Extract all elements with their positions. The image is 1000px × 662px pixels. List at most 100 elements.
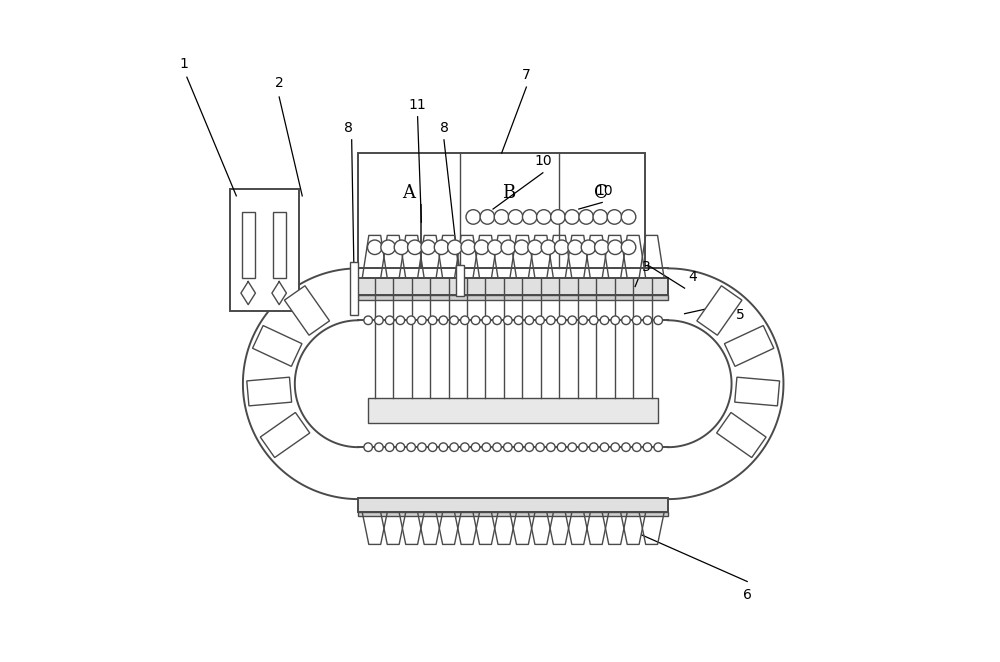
Circle shape bbox=[514, 316, 523, 324]
Text: 8: 8 bbox=[344, 121, 353, 135]
Bar bbox=[230, 189, 299, 311]
Circle shape bbox=[654, 316, 662, 324]
Circle shape bbox=[480, 210, 495, 224]
Circle shape bbox=[589, 443, 598, 451]
Circle shape bbox=[488, 240, 502, 254]
Circle shape bbox=[418, 316, 426, 324]
Text: 1: 1 bbox=[179, 57, 188, 71]
Circle shape bbox=[461, 240, 476, 254]
Circle shape bbox=[418, 443, 426, 451]
Circle shape bbox=[367, 240, 382, 254]
Circle shape bbox=[501, 240, 516, 254]
Circle shape bbox=[536, 443, 544, 451]
Circle shape bbox=[621, 240, 636, 254]
Circle shape bbox=[504, 316, 512, 324]
Text: A: A bbox=[402, 185, 415, 203]
Circle shape bbox=[581, 240, 596, 254]
Circle shape bbox=[608, 240, 622, 254]
Bar bbox=[724, 326, 774, 366]
Circle shape bbox=[364, 316, 372, 324]
Bar bbox=[358, 295, 668, 300]
Circle shape bbox=[450, 443, 458, 451]
Circle shape bbox=[493, 316, 501, 324]
Circle shape bbox=[428, 443, 437, 451]
Circle shape bbox=[557, 443, 566, 451]
Circle shape bbox=[482, 316, 491, 324]
Circle shape bbox=[622, 316, 630, 324]
Circle shape bbox=[654, 443, 662, 451]
Bar bbox=[358, 278, 668, 295]
Circle shape bbox=[579, 210, 593, 224]
Text: 3: 3 bbox=[642, 260, 650, 273]
Circle shape bbox=[632, 316, 641, 324]
Circle shape bbox=[607, 210, 622, 224]
Circle shape bbox=[568, 443, 577, 451]
Circle shape bbox=[611, 316, 620, 324]
Text: 2: 2 bbox=[275, 76, 284, 91]
Circle shape bbox=[450, 316, 458, 324]
Circle shape bbox=[461, 443, 469, 451]
Circle shape bbox=[541, 240, 556, 254]
Circle shape bbox=[461, 316, 469, 324]
Bar bbox=[247, 377, 292, 406]
Circle shape bbox=[421, 240, 435, 254]
Circle shape bbox=[600, 316, 609, 324]
Circle shape bbox=[439, 316, 448, 324]
Circle shape bbox=[407, 316, 415, 324]
Circle shape bbox=[555, 240, 569, 254]
Circle shape bbox=[474, 240, 489, 254]
Circle shape bbox=[364, 443, 372, 451]
Circle shape bbox=[611, 443, 620, 451]
Circle shape bbox=[568, 240, 582, 254]
Circle shape bbox=[643, 316, 652, 324]
Circle shape bbox=[482, 443, 491, 451]
Bar bbox=[358, 153, 645, 268]
Bar bbox=[456, 265, 464, 296]
Bar bbox=[717, 412, 766, 457]
Circle shape bbox=[557, 316, 566, 324]
Circle shape bbox=[565, 210, 579, 224]
Circle shape bbox=[579, 316, 587, 324]
Circle shape bbox=[471, 316, 480, 324]
Circle shape bbox=[622, 443, 630, 451]
Text: 10: 10 bbox=[534, 154, 552, 168]
Text: 5: 5 bbox=[736, 308, 745, 322]
Bar bbox=[358, 512, 668, 516]
Circle shape bbox=[546, 443, 555, 451]
Bar bbox=[242, 213, 255, 278]
Circle shape bbox=[508, 210, 523, 224]
Circle shape bbox=[396, 443, 405, 451]
Circle shape bbox=[536, 316, 544, 324]
Circle shape bbox=[595, 240, 609, 254]
Text: 8: 8 bbox=[440, 121, 448, 135]
Bar bbox=[735, 377, 780, 406]
Circle shape bbox=[522, 210, 537, 224]
Circle shape bbox=[528, 240, 542, 254]
Circle shape bbox=[593, 210, 608, 224]
Circle shape bbox=[385, 316, 394, 324]
Bar bbox=[284, 286, 330, 335]
Circle shape bbox=[428, 316, 437, 324]
Circle shape bbox=[621, 210, 636, 224]
Circle shape bbox=[504, 443, 512, 451]
Circle shape bbox=[471, 443, 480, 451]
Circle shape bbox=[381, 240, 395, 254]
Circle shape bbox=[385, 443, 394, 451]
Circle shape bbox=[632, 443, 641, 451]
Circle shape bbox=[568, 316, 577, 324]
Text: 10: 10 bbox=[595, 184, 613, 198]
Text: 11: 11 bbox=[409, 98, 426, 112]
Circle shape bbox=[525, 316, 534, 324]
Circle shape bbox=[537, 210, 551, 224]
Circle shape bbox=[589, 316, 598, 324]
Circle shape bbox=[375, 316, 383, 324]
Circle shape bbox=[439, 443, 448, 451]
Bar bbox=[273, 213, 286, 278]
Circle shape bbox=[514, 240, 529, 254]
Circle shape bbox=[396, 316, 405, 324]
Circle shape bbox=[525, 443, 534, 451]
Text: C: C bbox=[594, 185, 607, 203]
Circle shape bbox=[407, 443, 415, 451]
Circle shape bbox=[408, 240, 422, 254]
Bar bbox=[368, 399, 658, 423]
